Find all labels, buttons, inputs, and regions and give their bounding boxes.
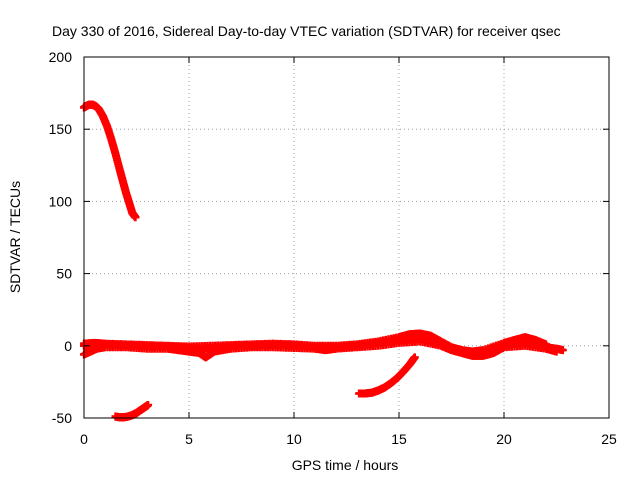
data-point [558, 346, 567, 355]
data-point [144, 401, 153, 410]
y-tick-label: -50 [52, 410, 72, 426]
chart-title: Day 330 of 2016, Sidereal Day-to-day VTE… [52, 23, 561, 39]
y-tick-label: 50 [56, 266, 72, 282]
x-tick-label: 5 [185, 431, 193, 447]
x-axis-title: GPS time / hours [292, 457, 399, 473]
x-tick-label: 0 [80, 431, 88, 447]
y-tick-label: 150 [49, 121, 73, 137]
y-tick-label: 100 [49, 193, 73, 209]
y-tick-label: 0 [64, 338, 72, 354]
data-points [80, 100, 567, 422]
data-point [410, 353, 419, 362]
grid-lines [84, 57, 609, 418]
series-baseline-lower-spread [80, 337, 561, 362]
axis-ticks: 0 5 10 15 20 25 -50 0 50 100 150 200 [49, 49, 617, 447]
x-tick-label: 20 [496, 431, 512, 447]
series-arc-low-left [111, 401, 153, 422]
series-arc-high [80, 100, 140, 222]
x-tick-label: 25 [601, 431, 617, 447]
y-tick-label: 200 [49, 49, 73, 65]
x-tick-label: 15 [391, 431, 407, 447]
y-axis-title: SDTVAR / TECUs [7, 181, 23, 293]
plot-area-frame [83, 56, 610, 419]
x-tick-label: 10 [286, 431, 302, 447]
series-arc-low-mid [355, 353, 419, 398]
data-point [131, 213, 140, 222]
data-point [552, 347, 561, 356]
